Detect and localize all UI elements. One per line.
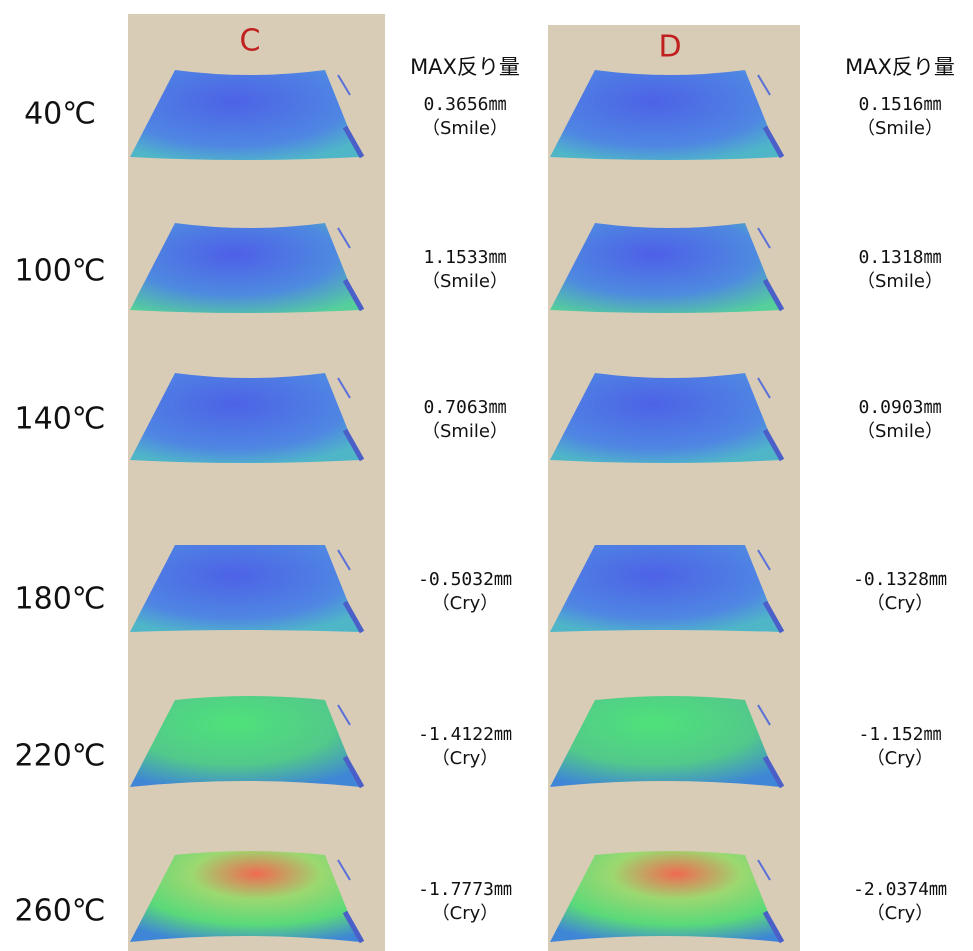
panel-background xyxy=(548,25,800,951)
warpage-value: -1.152㎜ xyxy=(858,724,941,745)
warpage-value: 0.0903㎜ xyxy=(858,397,941,418)
warpage-shape: （Smile） xyxy=(857,271,943,292)
column-header: MAX反り量 xyxy=(845,55,955,79)
warpage-value: -1.4122㎜ xyxy=(418,724,512,745)
warpage-value: 0.1516㎜ xyxy=(858,94,941,115)
temperature-label: 260℃ xyxy=(15,894,106,929)
panel-label: D xyxy=(658,30,681,65)
warpage-shape: （Cry） xyxy=(867,748,934,769)
column-header: MAX反り量 xyxy=(410,55,520,79)
warpage-shape: （Smile） xyxy=(857,118,943,139)
warpage-shape: （Smile） xyxy=(422,118,508,139)
temperature-label: 140℃ xyxy=(15,402,106,437)
temperature-label: 100℃ xyxy=(15,254,106,289)
warpage-shape: （Cry） xyxy=(867,903,934,924)
temperature-label: 40℃ xyxy=(24,97,96,132)
figure: 40℃ 100℃ 140℃ 180℃ 220℃ 260℃ C MAX反り量 0.3656㎜ （Sm… xyxy=(0,0,973,951)
panel-label: C xyxy=(240,24,261,59)
temperature-label: 220℃ xyxy=(15,739,106,774)
temperature-label: 180℃ xyxy=(15,582,106,617)
warpage-value: -0.1328㎜ xyxy=(853,569,947,590)
warpage-shape: （Cry） xyxy=(432,748,499,769)
warpage-value: 0.3656㎜ xyxy=(423,94,506,115)
warpage-shape: （Smile） xyxy=(857,421,943,442)
warpage-value: -0.5032㎜ xyxy=(418,569,512,590)
warpage-shape: （Smile） xyxy=(422,421,508,442)
warpage-shape: （Smile） xyxy=(422,271,508,292)
warpage-value: -2.0374㎜ xyxy=(853,879,947,900)
warpage-shape: （Cry） xyxy=(867,593,934,614)
warpage-shape: （Cry） xyxy=(432,593,499,614)
warpage-value: -1.7773㎜ xyxy=(418,879,512,900)
warpage-value: 0.7063㎜ xyxy=(423,397,506,418)
warpage-value: 0.1318㎜ xyxy=(858,247,941,268)
warpage-shape: （Cry） xyxy=(432,903,499,924)
warpage-value: 1.1533㎜ xyxy=(423,247,506,268)
